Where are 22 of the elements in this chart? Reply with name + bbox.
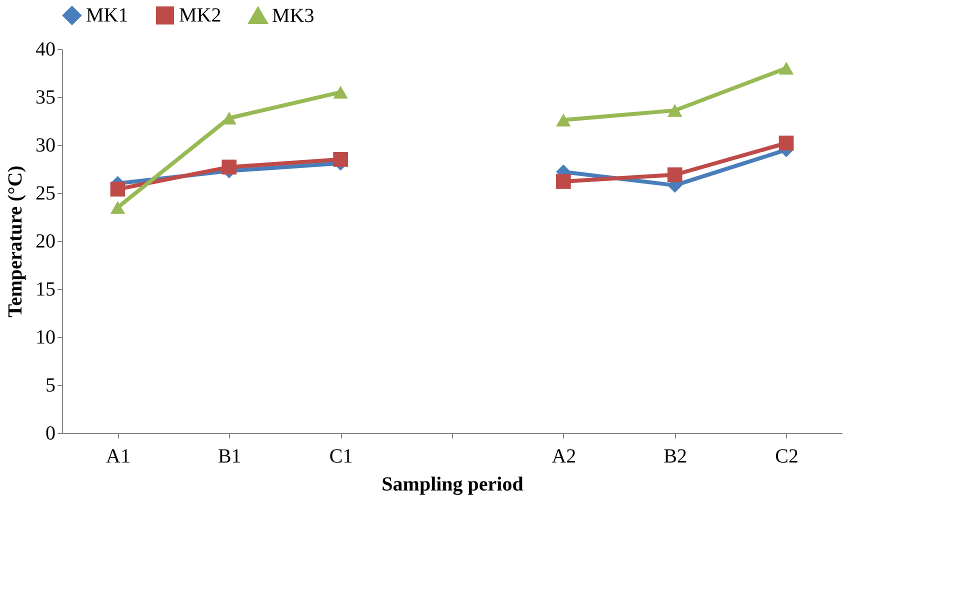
x-axis-title: Sampling period bbox=[382, 474, 524, 496]
x-tick-label: A1 bbox=[106, 446, 130, 468]
y-axis-title: Temperature (°C) bbox=[4, 166, 26, 318]
y-tick-label: 35 bbox=[36, 86, 56, 108]
legend-label: MK1 bbox=[86, 4, 128, 26]
x-tick-label: C1 bbox=[329, 446, 353, 468]
y-tick-label: 10 bbox=[36, 326, 56, 348]
x-tick-label: B1 bbox=[218, 446, 242, 468]
legend-label: MK2 bbox=[179, 4, 222, 26]
x-tick-label: B2 bbox=[664, 446, 688, 468]
y-tick-label: 25 bbox=[36, 182, 56, 204]
legend-label: MK3 bbox=[272, 4, 314, 27]
x-tick-label: A2 bbox=[552, 446, 576, 468]
y-tick-label: 20 bbox=[36, 230, 56, 252]
y-tick-label: 15 bbox=[36, 278, 56, 300]
y-tick-label: 5 bbox=[46, 374, 56, 396]
x-tick-label: C2 bbox=[775, 446, 798, 468]
point bbox=[110, 200, 126, 214]
point bbox=[333, 86, 348, 99]
y-tick-label: 0 bbox=[46, 422, 56, 444]
y-tick-label: 40 bbox=[36, 38, 56, 60]
y-tick-label: 30 bbox=[36, 134, 56, 156]
